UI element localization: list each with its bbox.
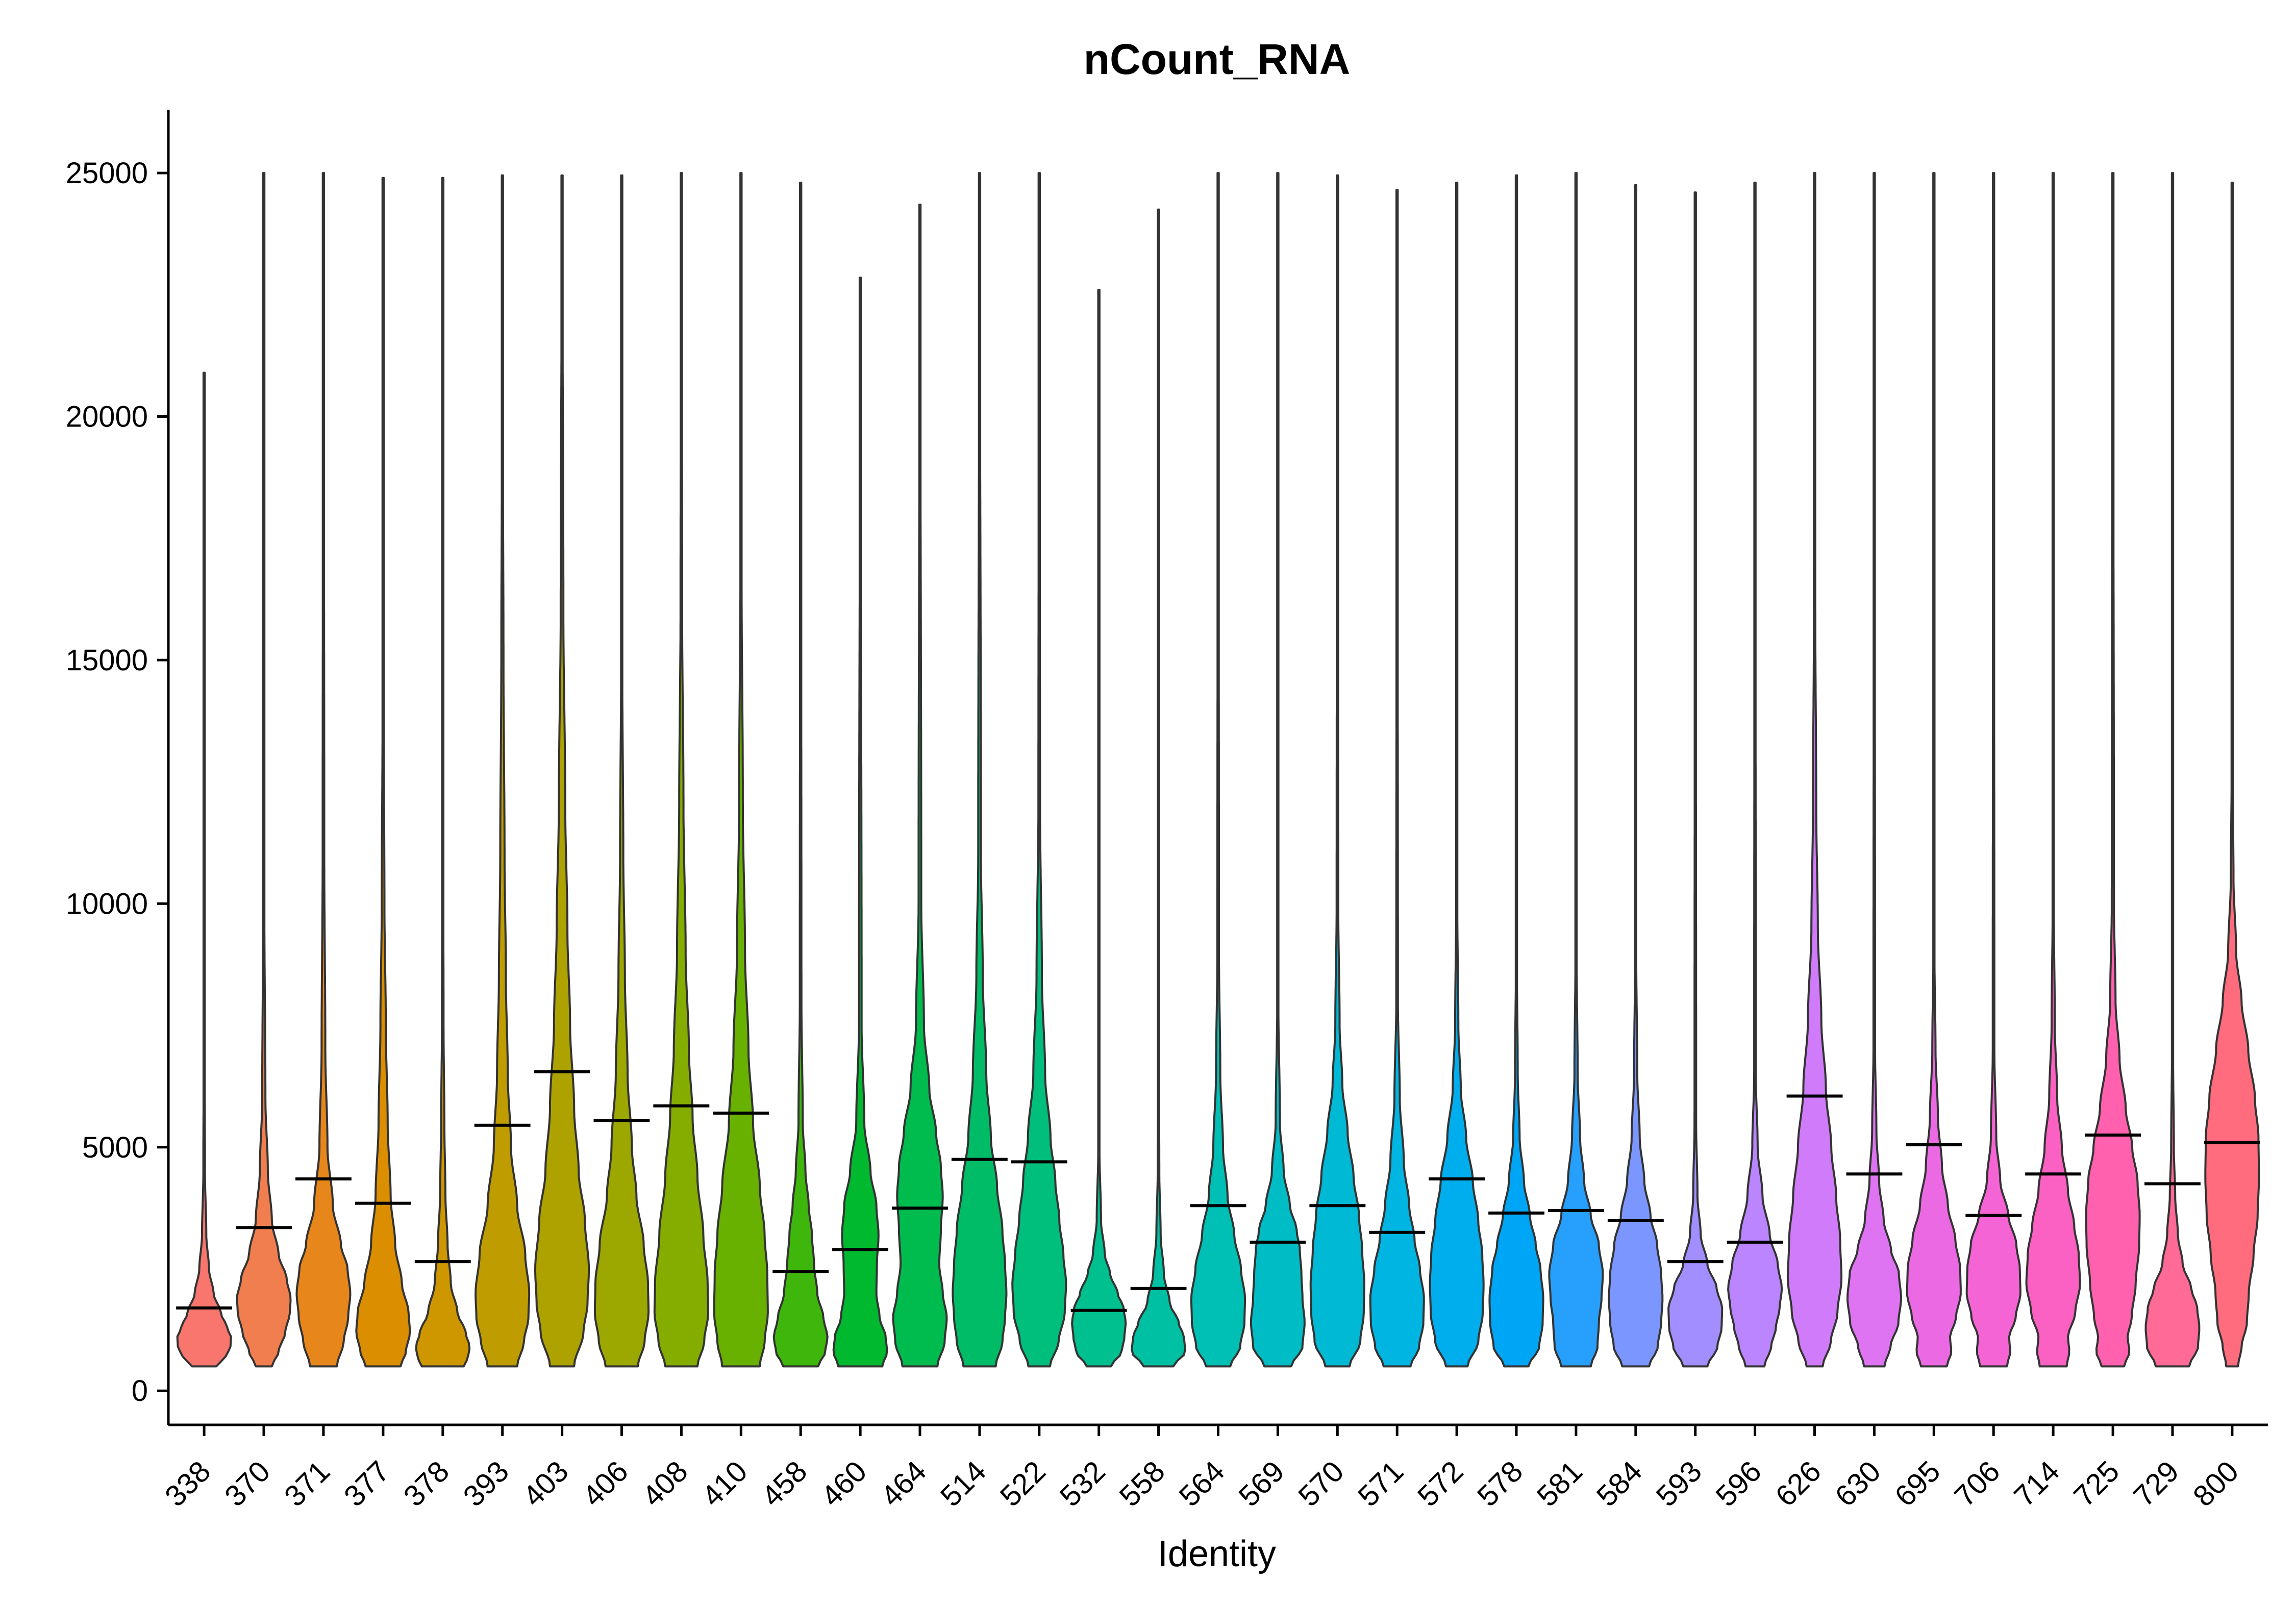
y-tick-label-15000: 15000 [66, 644, 148, 677]
violin-569 [1250, 172, 1306, 1368]
violin-458 [772, 182, 829, 1368]
median-marker-group [176, 1070, 2260, 1312]
y-tick-label-20000: 20000 [66, 400, 148, 434]
x-tick-label-695: 695 [1888, 1454, 1946, 1513]
x-tick-label-570: 570 [1292, 1454, 1350, 1513]
violin-630 [1846, 172, 1902, 1368]
violin-578 [1488, 174, 1544, 1368]
x-tick-label-377: 377 [338, 1454, 396, 1513]
violin-371 [295, 172, 352, 1368]
violin-706 [1965, 172, 2022, 1368]
x-tick-label-410: 410 [695, 1454, 754, 1513]
x-tick-label-393: 393 [457, 1454, 515, 1513]
chart-title: nCount_RNA [1084, 35, 1351, 83]
violin-370 [236, 172, 292, 1368]
x-tick-label-800: 800 [2187, 1454, 2245, 1513]
violin-514 [952, 172, 1008, 1368]
x-tick-label-569: 569 [1232, 1454, 1290, 1513]
y-axis-ticks: 0 5000 10000 15000 20000 25000 [66, 157, 168, 1408]
violin-572 [1429, 182, 1485, 1368]
violin-338 [176, 371, 232, 1368]
x-tick-label-408: 408 [636, 1454, 694, 1513]
violin-522 [1011, 172, 1067, 1368]
x-axis-title: Identity [1158, 1534, 1276, 1574]
violin-410 [713, 172, 769, 1368]
x-tick-label-729: 729 [2127, 1454, 2185, 1513]
violin-725 [2085, 172, 2141, 1368]
violin-626 [1786, 172, 1843, 1368]
violin-800 [2204, 182, 2260, 1368]
x-tick-label-522: 522 [994, 1454, 1052, 1513]
x-tick-label-725: 725 [2067, 1454, 2126, 1513]
violin-460 [832, 277, 888, 1368]
violin-593 [1667, 191, 1724, 1368]
x-tick-label-370: 370 [218, 1454, 277, 1513]
violin-729 [2144, 172, 2201, 1368]
violin-532 [1071, 289, 1127, 1368]
x-tick-label-593: 593 [1650, 1454, 1708, 1513]
x-tick-label-572: 572 [1411, 1454, 1469, 1513]
x-tick-label-532: 532 [1053, 1454, 1111, 1513]
violin-403 [534, 174, 590, 1368]
violin-464 [892, 204, 948, 1368]
x-tick-label-706: 706 [1948, 1454, 2006, 1513]
x-tick-label-630: 630 [1829, 1454, 1887, 1513]
x-tick-label-514: 514 [934, 1454, 992, 1513]
violin-584 [1608, 184, 1664, 1368]
x-tick-label-558: 558 [1113, 1454, 1171, 1513]
violin-378 [415, 177, 471, 1368]
x-tick-label-626: 626 [1769, 1454, 1827, 1513]
violin-564 [1190, 172, 1246, 1368]
violin-581 [1548, 172, 1604, 1368]
violin-571 [1369, 189, 1425, 1368]
x-tick-label-581: 581 [1531, 1454, 1589, 1513]
violin-695 [1906, 172, 1962, 1368]
x-tick-label-371: 371 [278, 1454, 336, 1513]
violin-558 [1131, 208, 1186, 1368]
y-tick-label-10000: 10000 [66, 887, 148, 920]
y-tick-label-5000: 5000 [82, 1131, 148, 1164]
x-tick-label-406: 406 [576, 1454, 634, 1513]
violin-596 [1727, 182, 1783, 1368]
x-tick-label-714: 714 [2008, 1454, 2066, 1513]
x-tick-label-571: 571 [1352, 1454, 1410, 1513]
violin-408 [653, 172, 709, 1368]
violin-570 [1309, 174, 1365, 1368]
x-tick-label-596: 596 [1709, 1454, 1767, 1513]
x-tick-label-564: 564 [1172, 1454, 1231, 1513]
y-tick-label-25000: 25000 [66, 157, 148, 190]
violin-714 [2025, 172, 2081, 1368]
x-tick-label-578: 578 [1471, 1454, 1529, 1513]
x-tick-label-458: 458 [755, 1454, 813, 1513]
x-tick-label-338: 338 [159, 1454, 217, 1513]
y-tick-label-0: 0 [132, 1374, 148, 1408]
violin-393 [475, 174, 531, 1368]
x-tick-label-464: 464 [875, 1454, 933, 1513]
violin-406 [593, 174, 650, 1368]
x-tick-label-584: 584 [1590, 1454, 1649, 1513]
x-tick-label-460: 460 [815, 1454, 873, 1513]
x-axis-ticks: 338 370 371 377 378 393 403 406 408 410 458 460 464 5… [159, 1425, 2245, 1513]
x-tick-label-403: 403 [516, 1454, 575, 1513]
x-tick-label-378: 378 [397, 1454, 456, 1513]
violin-377 [355, 177, 411, 1368]
violin-group [176, 172, 2260, 1368]
